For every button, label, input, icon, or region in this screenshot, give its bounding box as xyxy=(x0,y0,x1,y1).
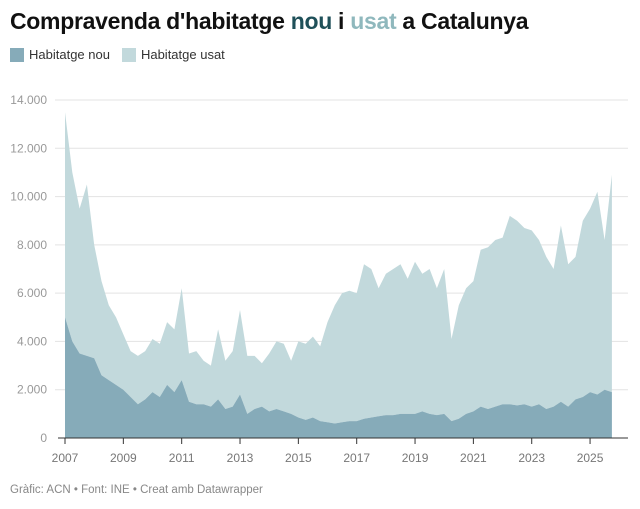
area-habitatge-usat xyxy=(65,112,612,424)
legend-item-nou: Habitatge nou xyxy=(10,47,110,62)
footer-credits: Gràfic: ACN • Font: INE • Creat amb Data… xyxy=(10,484,263,496)
title-text: i xyxy=(331,8,351,34)
legend-swatch-nou xyxy=(10,47,24,62)
y-tick-label: 4.000 xyxy=(17,334,47,348)
title-text: a Catalunya xyxy=(396,8,529,34)
legend-item-usat: Habitatge usat xyxy=(121,47,225,62)
y-tick-label: 14.000 xyxy=(10,93,47,107)
legend-label: Habitatge usat xyxy=(140,47,225,62)
legend: Habitatge nou Habitatge usat xyxy=(10,47,225,62)
x-tick-label: 2015 xyxy=(285,451,312,465)
x-tick-label: 2023 xyxy=(518,451,545,465)
x-tick-label: 2013 xyxy=(227,451,254,465)
y-tick-label: 10.000 xyxy=(10,190,47,204)
x-tick-label: 2025 xyxy=(577,451,604,465)
y-tick-label: 2.000 xyxy=(17,383,47,397)
x-tick-label: 2017 xyxy=(343,451,370,465)
y-tick-label: 0 xyxy=(40,431,47,445)
y-tick-label: 8.000 xyxy=(17,238,47,252)
x-tick-label: 2021 xyxy=(460,451,487,465)
title-text: Compravenda d'habitatge xyxy=(10,8,291,34)
title-usat: usat xyxy=(350,8,397,34)
area-habitatge-nou xyxy=(65,317,612,438)
y-tick-label: 6.000 xyxy=(17,286,47,300)
x-tick-label: 2009 xyxy=(110,451,137,465)
chart-title: Compravenda d'habitatge nou i usat a Cat… xyxy=(10,8,529,35)
y-tick-label: 12.000 xyxy=(10,141,47,155)
legend-swatch-usat xyxy=(121,47,136,62)
legend-label: Habitatge nou xyxy=(29,47,110,62)
title-nou: nou xyxy=(290,8,333,34)
x-tick-label: 2011 xyxy=(169,451,195,465)
x-tick-label: 2007 xyxy=(52,451,79,465)
x-tick-label: 2019 xyxy=(402,451,429,465)
